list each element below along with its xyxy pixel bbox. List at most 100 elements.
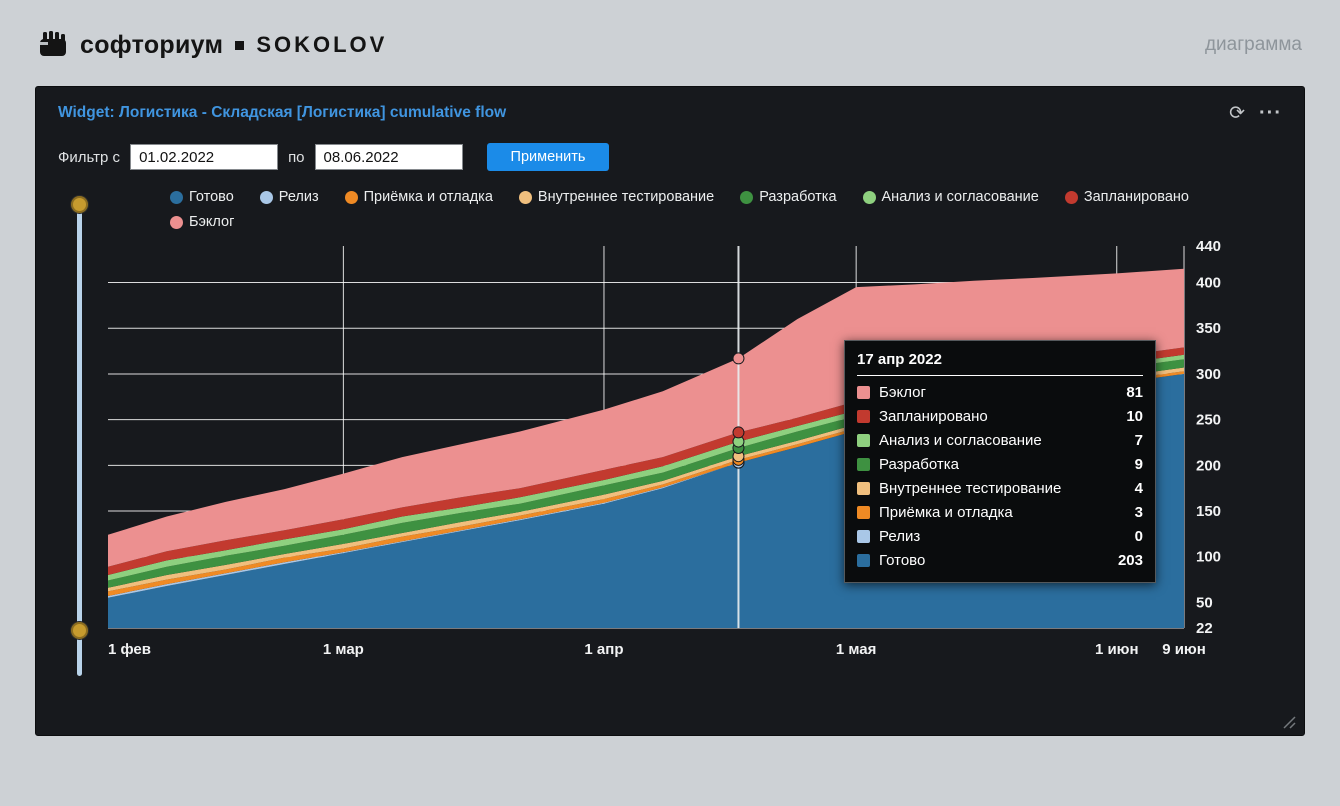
legend-item[interactable]: Разработка [740, 189, 837, 205]
brand-sub-name: SOKOLOV [256, 32, 388, 57]
widget-titlebar: Widget: Логистика - Складская [Логистика… [58, 103, 1282, 123]
refresh-icon[interactable]: ⟳ [1229, 102, 1246, 124]
legend-label: Запланировано [1083, 189, 1189, 205]
legend-color-dot [518, 190, 532, 204]
legend-label: Разработка [759, 189, 837, 205]
legend-item[interactable]: Приёмка и отладка [344, 189, 493, 205]
svg-text:250: 250 [1196, 412, 1221, 429]
widget-title: Widget: Логистика - Складская [Логистика… [58, 104, 507, 121]
legend-item[interactable]: Готово [170, 189, 234, 205]
filter-to-input[interactable] [314, 144, 463, 170]
tooltip-series-label: Релиз [879, 527, 921, 545]
legend-item[interactable]: Анализ и согласование [862, 189, 1039, 205]
tooltip-series-value: 9 [1134, 455, 1143, 473]
legend-label: Приёмка и отладка [363, 189, 493, 205]
tooltip-color-swatch [857, 409, 870, 423]
tooltip-color-swatch [857, 481, 870, 495]
svg-text:200: 200 [1196, 457, 1221, 474]
legend-label: Готово [189, 189, 234, 205]
zoom-slider-track[interactable] [77, 204, 82, 676]
tooltip-series-value: 7 [1134, 431, 1143, 449]
tooltip-series-value: 203 [1117, 551, 1143, 569]
legend-color-dot [862, 190, 876, 204]
svg-text:50: 50 [1196, 594, 1213, 611]
tooltip-color-swatch [857, 457, 870, 471]
legend: Готово Релиз Приёмка и отладка Внутреннее т… [170, 189, 1200, 230]
resize-handle-icon[interactable] [1282, 715, 1296, 729]
tooltip-series-label: Бэклог [879, 383, 926, 401]
tooltip-series-label: Запланировано [879, 407, 988, 425]
filter-row: Фильтр с по Применить [58, 143, 1282, 171]
tooltip-series-label: Внутреннее тестирование [879, 479, 1062, 497]
svg-text:350: 350 [1196, 320, 1221, 337]
cfd-widget: Widget: Логистика - Складская [Логистика… [35, 86, 1305, 736]
tooltip-row: Готово 203 [857, 548, 1143, 572]
legend-color-dot [740, 190, 754, 204]
filter-to-label: по [288, 148, 305, 166]
svg-text:1 июн: 1 июн [1095, 641, 1139, 658]
tooltip-date: 17 апр 2022 [857, 351, 942, 368]
tooltip-row: Приёмка и отладка 3 [857, 500, 1143, 524]
tooltip-color-swatch [857, 529, 870, 543]
tooltip-series-label: Разработка [879, 455, 959, 473]
svg-text:400: 400 [1196, 275, 1221, 292]
svg-text:300: 300 [1196, 366, 1221, 383]
legend-label: Внутреннее тестирование [537, 189, 715, 205]
zoom-slider-handle-top[interactable] [71, 196, 88, 213]
zoom-slider [58, 196, 106, 676]
page-header: софториум SOKOLOV диаграмма [0, 0, 1340, 60]
tooltip-row: Запланировано 10 [857, 404, 1143, 428]
svg-text:1 апр: 1 апр [584, 641, 623, 658]
tooltip-row: Разработка 9 [857, 452, 1143, 476]
legend-color-dot [259, 190, 273, 204]
tooltip-series-value: 0 [1134, 527, 1143, 545]
legend-label: Релиз [278, 189, 319, 205]
tooltip-series-label: Приёмка и отладка [879, 503, 1013, 521]
legend-color-dot [170, 215, 183, 229]
tooltip-series-value: 81 [1126, 383, 1143, 401]
apply-button[interactable]: Применить [486, 143, 610, 171]
svg-text:9 июн: 9 июн [1162, 641, 1206, 658]
tooltip-rows: Бэклог 81 Запланировано 10 Анализ и согласов… [857, 380, 1143, 572]
tooltip-color-swatch [857, 553, 870, 567]
zoom-slider-handle-bottom[interactable] [71, 622, 88, 639]
brand-name: софториум [80, 30, 224, 59]
tooltip-series-label: Анализ и согласование [879, 431, 1042, 449]
tooltip-series-value: 4 [1134, 479, 1143, 497]
tooltip-divider [857, 375, 1143, 376]
svg-text:1 фев: 1 фев [108, 641, 151, 658]
svg-text:100: 100 [1196, 549, 1221, 566]
chart-area: 440 400 350 300 250 200 150 100 50 22 1 фев 1 мар 1 … [58, 196, 1282, 676]
legend-item[interactable]: Внутреннее тестирование [518, 189, 715, 205]
tooltip-series-value: 10 [1126, 407, 1143, 425]
widget-actions: ⟳ ··· [1229, 103, 1282, 123]
tooltip-row: Внутреннее тестирование 4 [857, 476, 1143, 500]
brand-logo-fist-icon [40, 31, 66, 56]
tooltip-row: Релиз 0 [857, 524, 1143, 548]
svg-text:150: 150 [1196, 503, 1221, 520]
legend-item[interactable]: Релиз [259, 189, 319, 205]
more-menu-icon[interactable]: ··· [1259, 102, 1282, 124]
svg-text:22: 22 [1196, 620, 1213, 637]
chart-tooltip: 17 апр 2022 Бэклог 81 Запланировано 10 Анали… [844, 340, 1156, 583]
svg-text:1 мар: 1 мар [323, 641, 364, 658]
filter-from-label: Фильтр с [58, 148, 121, 166]
page-corner-label: диаграмма [1204, 34, 1302, 55]
legend-color-dot [170, 190, 183, 204]
brand: софториум SOKOLOV [38, 30, 387, 60]
legend-label: Анализ и согласование [881, 189, 1039, 205]
tooltip-series-value: 3 [1134, 503, 1143, 521]
legend-label: Бэклог [189, 214, 235, 230]
tooltip-color-swatch [857, 385, 870, 399]
tooltip-color-swatch [857, 433, 870, 447]
legend-color-dot [1064, 190, 1078, 204]
filter-from-input[interactable] [130, 144, 279, 170]
legend-item[interactable]: Бэклог [170, 214, 234, 230]
tooltip-row: Бэклог 81 [857, 380, 1143, 404]
legend-item[interactable]: Запланировано [1064, 189, 1189, 205]
legend-color-dot [344, 190, 358, 204]
svg-text:440: 440 [1196, 238, 1221, 255]
tooltip-color-swatch [857, 505, 870, 519]
tooltip-series-label: Готово [879, 551, 926, 569]
svg-text:1 мая: 1 мая [836, 641, 877, 658]
